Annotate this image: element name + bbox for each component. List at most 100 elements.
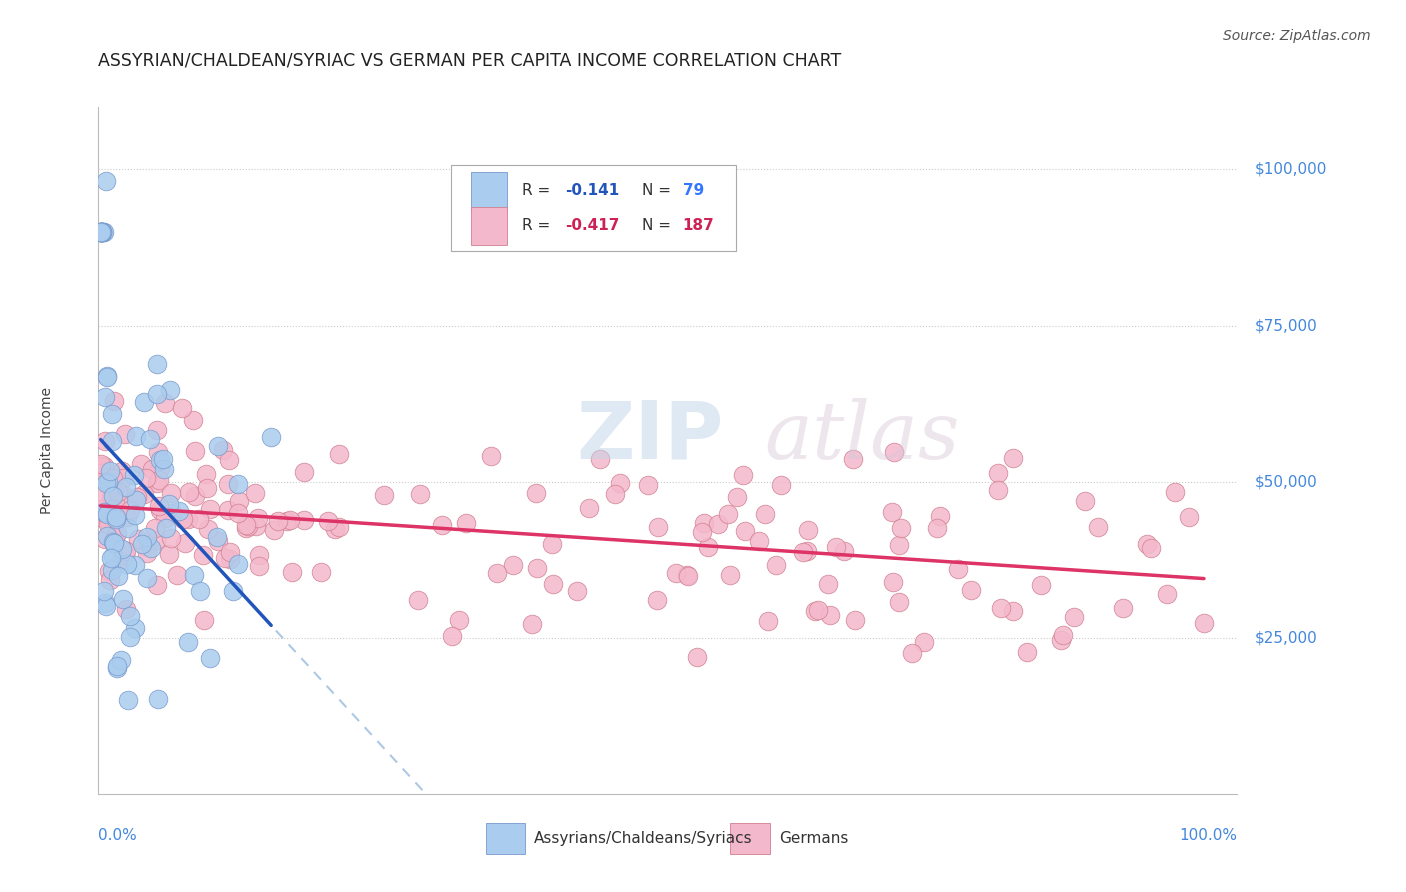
Point	[226, 557, 249, 571]
Point	[804, 604, 827, 618]
Point	[90, 225, 112, 239]
Point	[987, 483, 1010, 497]
Point	[176, 512, 198, 526]
Point	[281, 565, 304, 579]
Point	[731, 467, 754, 482]
Point	[100, 551, 122, 566]
Text: ZIP: ZIP	[576, 398, 724, 475]
Point	[309, 565, 332, 579]
Point	[882, 505, 904, 519]
Point	[748, 534, 770, 549]
Point	[218, 453, 240, 467]
Text: $100,000: $100,000	[1254, 162, 1327, 177]
Point	[145, 533, 167, 547]
Point	[131, 457, 153, 471]
Point	[193, 548, 215, 562]
Point	[93, 583, 115, 598]
Point	[278, 513, 301, 527]
Point	[756, 614, 779, 628]
Point	[159, 383, 181, 397]
Point	[107, 568, 129, 582]
Point	[96, 370, 118, 384]
Point	[166, 567, 188, 582]
Point	[409, 487, 432, 501]
Text: 0.0%: 0.0%	[98, 828, 138, 843]
Point	[105, 659, 128, 673]
Point	[796, 523, 818, 537]
Point	[157, 497, 180, 511]
Text: Germans: Germans	[779, 831, 849, 846]
Point	[90, 489, 112, 503]
Point	[91, 225, 114, 239]
Point	[111, 591, 134, 606]
Point	[105, 510, 128, 524]
Text: N =: N =	[641, 184, 675, 199]
Point	[486, 566, 509, 580]
Point	[1052, 628, 1074, 642]
Point	[93, 458, 115, 473]
Point	[238, 518, 260, 533]
Point	[522, 617, 544, 632]
Point	[141, 461, 163, 475]
Point	[93, 505, 115, 519]
Point	[479, 449, 502, 463]
Point	[125, 492, 148, 507]
Text: Per Capita Income: Per Capita Income	[41, 387, 55, 514]
Point	[1002, 604, 1025, 618]
Point	[118, 630, 141, 644]
Point	[120, 503, 142, 517]
Text: N =: N =	[641, 219, 675, 233]
Point	[136, 571, 159, 585]
Point	[184, 443, 207, 458]
Point	[195, 467, 218, 482]
Point	[990, 601, 1012, 615]
Point	[103, 394, 125, 409]
Point	[110, 653, 132, 667]
Point	[134, 395, 156, 409]
Point	[90, 457, 112, 471]
Point	[247, 548, 270, 562]
Point	[205, 530, 228, 544]
Point	[218, 551, 240, 566]
Point	[110, 541, 132, 556]
Point	[101, 549, 124, 564]
Point	[717, 507, 740, 521]
Point	[292, 465, 315, 479]
Point	[94, 596, 117, 610]
Point	[90, 225, 112, 239]
Point	[111, 464, 134, 478]
Point	[987, 467, 1010, 481]
Point	[222, 583, 245, 598]
Text: R =: R =	[522, 184, 555, 199]
Point	[117, 693, 139, 707]
Point	[693, 516, 716, 531]
Point	[114, 480, 136, 494]
Point	[603, 487, 626, 501]
Point	[115, 558, 138, 572]
Point	[890, 521, 912, 535]
Point	[195, 481, 218, 495]
Point	[103, 536, 125, 550]
Point	[146, 476, 169, 491]
Point	[153, 462, 176, 476]
Point	[960, 583, 983, 598]
Point	[160, 506, 183, 520]
Point	[824, 540, 846, 554]
Point	[328, 520, 350, 534]
Point	[131, 537, 153, 551]
Point	[567, 583, 589, 598]
FancyBboxPatch shape	[451, 165, 737, 252]
Point	[665, 566, 688, 581]
Point	[188, 584, 211, 599]
Point	[91, 225, 114, 239]
Point	[96, 368, 118, 383]
Point	[245, 518, 267, 533]
Point	[1164, 484, 1187, 499]
Point	[117, 521, 139, 535]
Point	[247, 510, 270, 524]
Point	[734, 524, 756, 538]
Point	[143, 520, 166, 534]
Point	[925, 521, 948, 535]
Point	[94, 391, 117, 405]
Point	[1001, 451, 1024, 466]
